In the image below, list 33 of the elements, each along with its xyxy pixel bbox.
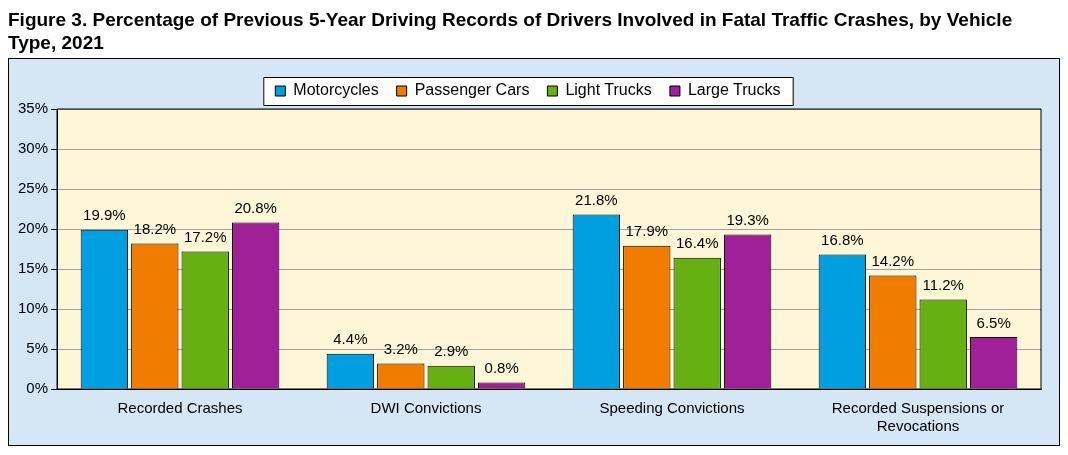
- data-label: 20.8%: [234, 199, 277, 217]
- y-tick-label: 15%: [17, 259, 49, 277]
- data-label: 21.8%: [575, 191, 618, 209]
- y-tick-label: 25%: [17, 179, 49, 197]
- data-label: 6.5%: [976, 313, 1011, 331]
- x-tick-label: Recorded Suspensions or Revocations: [831, 399, 1005, 435]
- y-tick-label: 10%: [17, 299, 49, 317]
- data-label: 2.9%: [434, 342, 469, 360]
- x-tick-label: Speeding Convictions: [599, 399, 745, 417]
- data-label: 4.4%: [333, 330, 368, 348]
- legend-label: Motorcycles: [293, 81, 379, 99]
- data-label: 19.9%: [83, 206, 126, 224]
- x-tick-label: Recorded Crashes: [117, 399, 243, 417]
- legend-label: Light Trucks: [565, 81, 652, 99]
- data-label: 18.2%: [133, 220, 177, 238]
- data-label: 14.2%: [871, 252, 915, 270]
- y-tick-label: 5%: [26, 339, 49, 357]
- x-tick-label: DWI Convictions: [370, 399, 482, 417]
- data-label: 19.3%: [726, 211, 769, 229]
- data-label: 16.4%: [675, 234, 719, 252]
- legend-label: Passenger Cars: [414, 81, 530, 99]
- chart-title: Figure 3. Percentage of Previous 5-Year Driving Records of Drivers Involved in Fatal Traffic Crashes, by Vehicle Type, 2021: [8, 8, 1014, 54]
- data-label: 17.9%: [625, 222, 669, 240]
- legend-label: Large Trucks: [687, 81, 781, 99]
- data-label: 17.2%: [183, 228, 227, 246]
- y-tick-label: 30%: [17, 139, 49, 157]
- y-tick-label: 20%: [17, 219, 49, 237]
- y-tick-label: 35%: [17, 99, 49, 117]
- y-tick-label: 0%: [26, 379, 49, 397]
- data-label: 0.8%: [484, 359, 519, 377]
- data-label: 3.2%: [383, 340, 418, 358]
- data-label: 16.8%: [821, 231, 864, 249]
- data-label: 11.2%: [922, 276, 964, 294]
